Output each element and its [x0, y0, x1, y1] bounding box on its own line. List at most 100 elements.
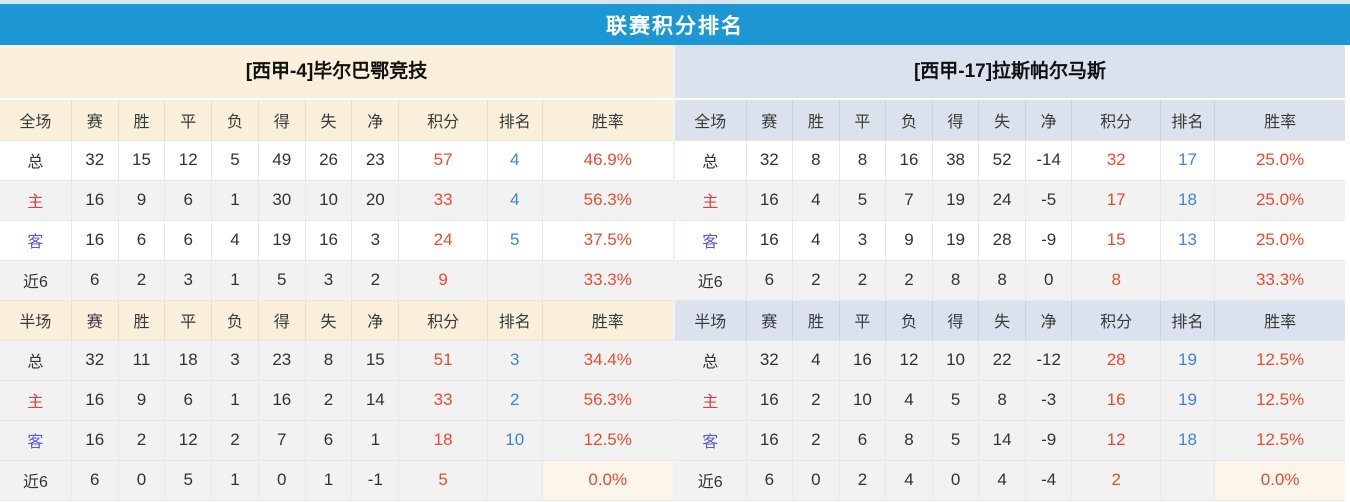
stat-cell: 2: [885, 260, 933, 301]
stat-cell: -12: [1025, 340, 1073, 381]
column-header-cell: 净: [351, 100, 400, 141]
team-panels: [西甲-4]毕尔巴鄂竞技 全场赛胜平负得失净积分 排名 胜率总 32 15 12 5 49 26…: [0, 45, 1350, 501]
stat-cell: 32: [71, 140, 119, 181]
column-header-cell: 净: [1025, 300, 1073, 341]
points-cell: 16: [1071, 380, 1161, 421]
row-label-cell: 近6: [0, 260, 72, 301]
stat-cell: 5: [211, 140, 259, 181]
away-team-title: [西甲-17]拉斯帕尔马斯: [675, 45, 1345, 100]
stat-cell: 6: [746, 460, 794, 501]
away-team-panel: [西甲-17]拉斯帕尔马斯 全场赛胜平负得失净积分 排名 胜率总 32 8 8 16 38 52…: [675, 45, 1350, 501]
row-label-cell: 客: [675, 220, 747, 261]
stats-row: 近6 6 2 3 1 5 3 2 9 33.3%: [0, 260, 673, 301]
stat-cell: 52: [978, 140, 1026, 181]
stat-cell: 8: [839, 140, 887, 181]
page-title: 联赛积分排名: [606, 14, 744, 38]
top-strip: [0, 0, 1350, 4]
column-header-cell: 失: [305, 100, 353, 141]
points-cell: 15: [1071, 220, 1161, 261]
stat-cell: 38: [932, 140, 980, 181]
section-label-cell: 全场: [0, 100, 72, 141]
stat-cell: 3: [211, 340, 259, 381]
stat-cell: 10: [839, 380, 887, 421]
stat-cell: 6: [164, 180, 213, 221]
win-rate-cell: 37.5%: [542, 220, 673, 261]
rank-cell: 18: [1160, 420, 1216, 461]
stat-cell: 3: [351, 220, 400, 261]
column-header-cell: 得: [932, 300, 980, 341]
stat-cell: 16: [71, 380, 119, 421]
stat-cell: 3: [164, 260, 213, 301]
win-rate-cell: 25.0%: [1214, 220, 1345, 261]
row-label-cell: 客: [0, 420, 72, 461]
points-cell: 51: [398, 340, 489, 381]
column-header-cell: 赛: [746, 300, 794, 341]
column-header-cell: 得: [258, 100, 306, 141]
rank-cell: 18: [1160, 180, 1216, 221]
away-team-stats-table: 全场赛胜平负得失净积分 排名 胜率总 32 8 8 16 38 52 -14 32 17 25.0% 主 1…: [675, 100, 1345, 501]
stat-cell: 2: [118, 260, 166, 301]
column-header-cell: 积分: [398, 300, 489, 341]
stats-row: 近6 6 0 2 4 0 4 -4 2 0.0%: [675, 460, 1345, 501]
stat-cell: 1: [211, 260, 259, 301]
stat-cell: 19: [932, 220, 980, 261]
row-label-cell: 总: [675, 340, 747, 381]
stat-cell: 5: [932, 380, 980, 421]
stat-cell: 0: [1025, 260, 1073, 301]
column-header-cell: 净: [1025, 100, 1073, 141]
stat-cell: -3: [1025, 380, 1073, 421]
stats-row: 主 16 9 6 1 16 2 14 33 2 56.3%: [0, 380, 673, 421]
column-header-cell: 平: [839, 300, 887, 341]
rank-cell: [487, 460, 543, 501]
stat-cell: 2: [211, 420, 259, 461]
stat-cell: 6: [118, 220, 166, 261]
stat-cell: 16: [885, 140, 933, 181]
points-cell: 33: [398, 180, 489, 221]
column-header-cell: 积分: [398, 100, 489, 141]
stat-cell: 16: [746, 220, 794, 261]
stat-cell: 4: [885, 460, 933, 501]
stats-row: 客 16 2 6 8 5 14 -9 12 18 12.5%: [675, 420, 1345, 461]
stat-cell: 16: [746, 180, 794, 221]
section-label-cell: 全场: [675, 100, 747, 141]
stat-cell: 16: [746, 380, 794, 421]
stat-cell: 1: [211, 460, 259, 501]
stat-cell: 32: [746, 140, 794, 181]
rank-cell: [487, 260, 543, 301]
column-header-cell: 负: [885, 300, 933, 341]
column-header-cell: 负: [211, 300, 259, 341]
column-header-cell: 排名: [487, 300, 543, 341]
win-rate-cell: 46.9%: [542, 140, 673, 181]
stat-cell: 16: [71, 180, 119, 221]
stat-cell: 14: [978, 420, 1026, 461]
column-header-cell: 失: [305, 300, 353, 341]
stat-cell: -4: [1025, 460, 1073, 501]
win-rate-cell: 56.3%: [542, 180, 673, 221]
stat-cell: 16: [305, 220, 353, 261]
stat-cell: -1: [351, 460, 400, 501]
win-rate-cell: 12.5%: [542, 420, 673, 461]
stat-cell: 10: [932, 340, 980, 381]
stat-cell: 12: [885, 340, 933, 381]
home-team-stats-table: 全场赛胜平负得失净积分 排名 胜率总 32 15 12 5 49 26 23 57 4 46.9% 主 16…: [0, 100, 673, 501]
column-header-cell: 得: [258, 300, 306, 341]
stat-cell: 15: [118, 140, 166, 181]
stats-row: 总 32 4 16 12 10 22 -12 28 19 12.5%: [675, 340, 1345, 381]
points-cell: 32: [1071, 140, 1161, 181]
rank-cell: 4: [487, 180, 543, 221]
stats-row: 客 16 6 6 4 19 16 3 24 5 37.5%: [0, 220, 673, 261]
column-header-cell: 胜: [792, 300, 840, 341]
stat-cell: 26: [305, 140, 353, 181]
column-header-cell: 平: [164, 100, 213, 141]
stat-cell: 18: [164, 340, 213, 381]
stats-row: 客 16 2 12 2 7 6 1 18 10 12.5%: [0, 420, 673, 461]
points-cell: 2: [1071, 460, 1161, 501]
column-header-cell: 赛: [71, 300, 119, 341]
row-label-cell: 总: [675, 140, 747, 181]
row-label-cell: 客: [675, 420, 747, 461]
stat-cell: 12: [164, 140, 213, 181]
stat-cell: 8: [885, 420, 933, 461]
section-header-row: 全场赛胜平负得失净积分 排名 胜率: [0, 100, 673, 141]
points-cell: 24: [398, 220, 489, 261]
rank-cell: 4: [487, 140, 543, 181]
